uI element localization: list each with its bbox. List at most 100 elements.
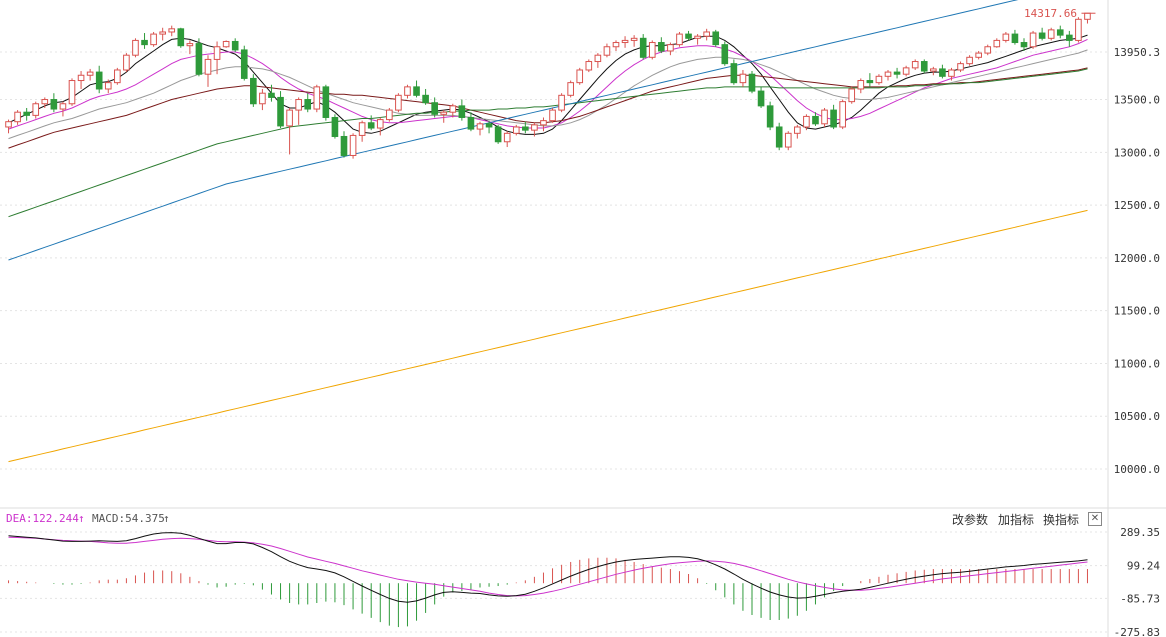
candle [331, 114, 339, 139]
candle-body [603, 46, 611, 56]
candle-body [50, 99, 58, 110]
candle-body [304, 99, 312, 110]
candle [984, 44, 992, 56]
candle [1056, 25, 1064, 39]
candle-body [884, 71, 892, 77]
candle [1084, 12, 1091, 24]
candle [685, 30, 692, 41]
candle [1029, 30, 1037, 49]
candle-body [168, 28, 176, 33]
candle [195, 38, 203, 77]
candle-body [177, 28, 185, 47]
candle [449, 103, 457, 118]
candle-body [458, 105, 466, 118]
candle [703, 28, 710, 41]
candle-body [1038, 32, 1046, 39]
candle [213, 41, 221, 75]
candle-body [95, 71, 103, 90]
candle-body [621, 39, 629, 44]
candle-body [775, 126, 783, 148]
candle-body [1011, 33, 1019, 44]
candle [1075, 17, 1082, 43]
macd-tick-label: 289.35 [1120, 526, 1160, 539]
candle-body [630, 37, 638, 41]
switch-indicator-button[interactable]: 换指标 [1043, 513, 1080, 527]
candle [721, 41, 729, 66]
candle-body [658, 42, 665, 52]
candle [313, 84, 321, 113]
candle [794, 124, 801, 139]
candle [440, 110, 448, 123]
candle [875, 74, 883, 85]
candle [250, 74, 257, 107]
candle [358, 120, 366, 142]
candle [558, 93, 565, 113]
candle-body [286, 109, 293, 127]
candle-body [313, 86, 321, 110]
price-tick-label: 11500.0 [1114, 305, 1160, 318]
add-indicator-button[interactable]: 加指标 [998, 513, 1035, 527]
candle-body [685, 33, 692, 39]
candle-body [567, 82, 574, 96]
candle [23, 107, 30, 121]
candle [177, 27, 185, 48]
candle-body [757, 90, 765, 107]
candle [259, 88, 266, 111]
candle-body [667, 44, 674, 52]
candle [766, 101, 774, 131]
candle-body [503, 132, 511, 143]
candle [993, 38, 1001, 48]
price-tick-label: 13000.0 [1114, 146, 1160, 159]
candle-body [268, 92, 275, 98]
candle [821, 107, 828, 127]
candle-body [5, 121, 12, 128]
candle [458, 99, 466, 121]
macd-value: MACD:54.375 [92, 512, 165, 525]
candle [14, 110, 21, 125]
candlestick-layer [5, 12, 1096, 159]
candle-body [957, 63, 964, 71]
candle [667, 42, 674, 56]
candle-body [1029, 32, 1037, 48]
dea-arrow-icon: ↑ [78, 512, 85, 525]
candle [68, 78, 76, 106]
candle-body [721, 44, 729, 65]
candle [1002, 31, 1010, 43]
candle [485, 120, 493, 134]
candle [594, 53, 602, 68]
candle [911, 59, 919, 70]
candle [621, 36, 629, 48]
candle-body [1084, 12, 1091, 20]
candle-body [295, 99, 302, 111]
candle-body [213, 46, 221, 60]
candle [467, 112, 475, 132]
candle [1038, 27, 1046, 41]
candle [612, 40, 620, 51]
change-params-button[interactable]: 改参数 [952, 513, 989, 527]
candle-body [558, 94, 565, 111]
close-icon[interactable]: ✕ [1088, 512, 1102, 526]
candle-body [386, 109, 393, 121]
candle-body [739, 73, 747, 84]
candle-body [966, 56, 973, 65]
candle-body [1020, 42, 1028, 48]
candle-body [476, 123, 484, 130]
candle-body [784, 132, 792, 148]
candle [141, 33, 148, 49]
candle [494, 124, 502, 144]
candle-body [104, 82, 112, 90]
candle-body [812, 115, 819, 125]
candle-body [204, 58, 212, 75]
candle-body [340, 135, 348, 156]
candle [204, 55, 212, 87]
candle-body [830, 109, 837, 128]
candle-body [449, 105, 457, 113]
candle-body [975, 52, 982, 58]
candle [231, 38, 239, 53]
candle-body [676, 33, 683, 46]
candle-body [1056, 29, 1064, 36]
candle-body [821, 109, 828, 125]
candle [222, 40, 230, 48]
price-axis: 13950.3 13500.0 13000.0 12500.0 12000.0 11500… [1114, 46, 1161, 637]
candle-body [748, 73, 756, 92]
